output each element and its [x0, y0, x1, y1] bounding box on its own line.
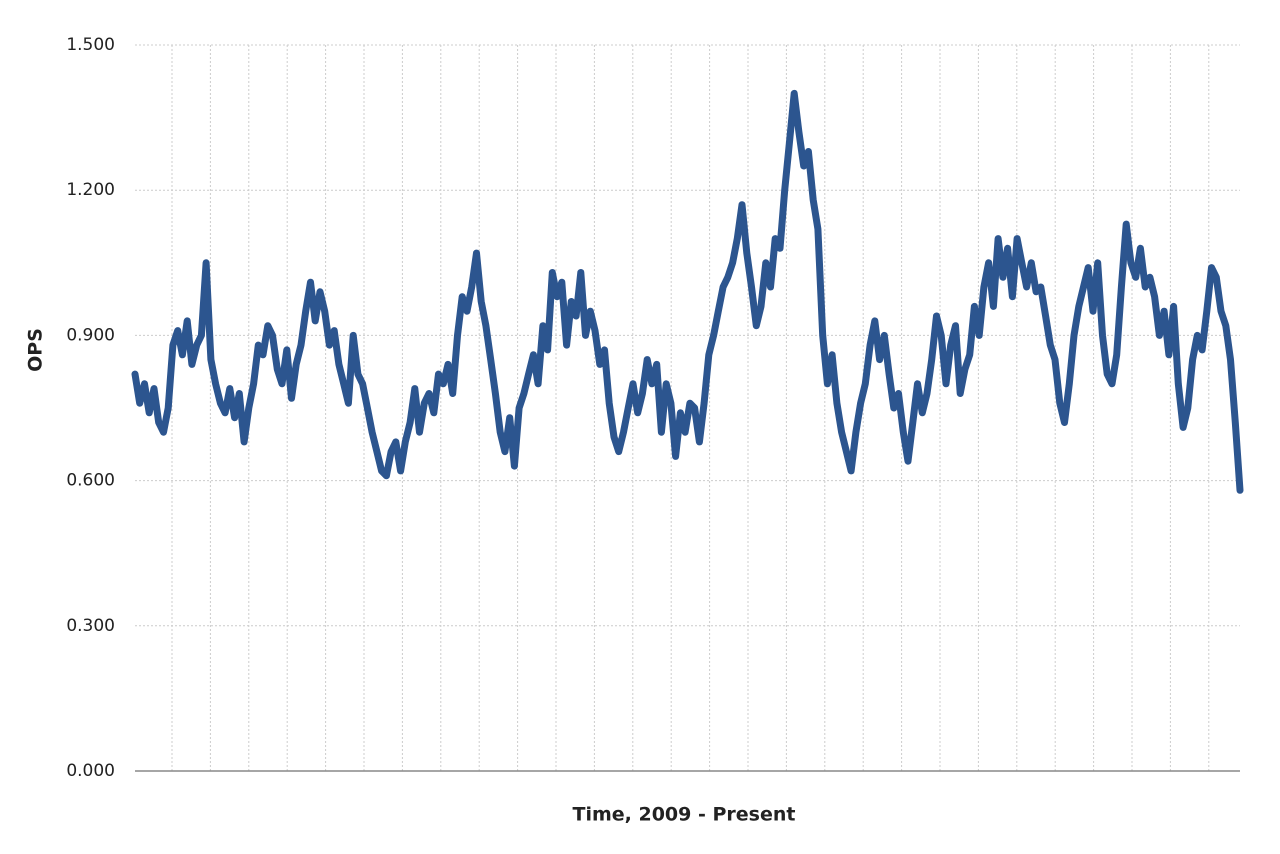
y-tick-label: 1.200 — [66, 180, 115, 200]
y-tick-label: 0.600 — [66, 471, 115, 491]
y-tick-label: 0.900 — [66, 325, 115, 345]
y-axis-title: OPS — [25, 328, 47, 372]
y-tick-label: 0.300 — [66, 616, 115, 636]
x-axis-title: Time, 2009 - Present — [573, 804, 796, 826]
y-tick-label: 0.000 — [66, 761, 115, 781]
data-line — [131, 89, 1244, 494]
y-tick-label: 1.500 — [66, 35, 115, 55]
